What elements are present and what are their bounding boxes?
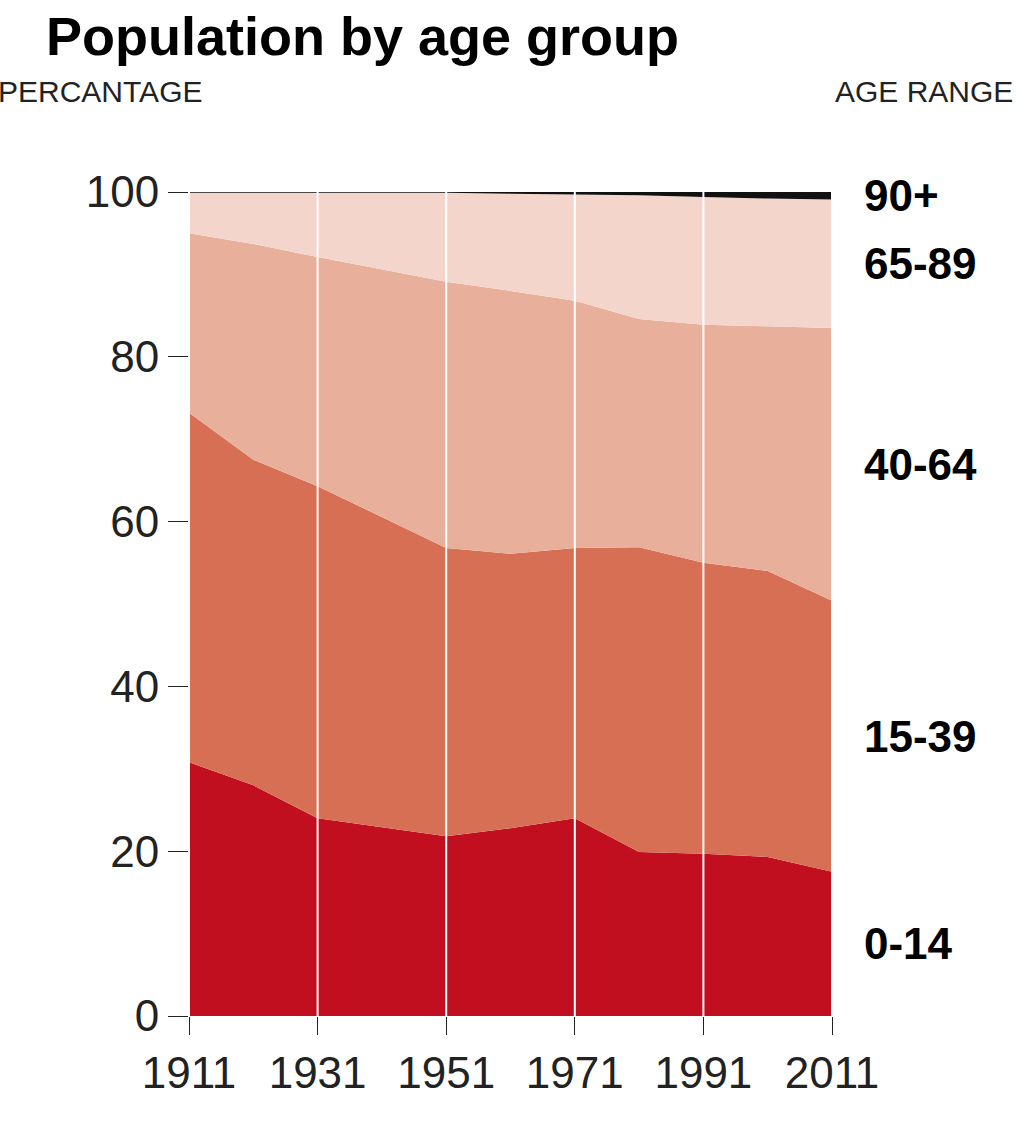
- svg-text:90+: 90+: [864, 171, 939, 220]
- svg-text:0: 0: [135, 991, 159, 1040]
- svg-text:80: 80: [110, 332, 159, 381]
- svg-text:40-64: 40-64: [864, 440, 977, 489]
- svg-text:1971: 1971: [526, 1048, 624, 1097]
- svg-text:1951: 1951: [397, 1048, 495, 1097]
- svg-text:15-39: 15-39: [864, 712, 977, 761]
- svg-text:1991: 1991: [654, 1048, 752, 1097]
- svg-text:1931: 1931: [269, 1048, 367, 1097]
- svg-text:2011: 2011: [785, 1048, 880, 1097]
- svg-text:AGE RANGE: AGE RANGE: [835, 75, 1013, 108]
- svg-text:100: 100: [86, 167, 159, 216]
- svg-text:PERCANTAGE: PERCANTAGE: [0, 75, 202, 108]
- svg-text:65-89: 65-89: [864, 239, 977, 288]
- svg-text:20: 20: [110, 827, 159, 876]
- svg-text:Population by age group: Population by age group: [46, 6, 679, 66]
- svg-text:1911: 1911: [142, 1048, 237, 1097]
- svg-text:60: 60: [110, 497, 159, 546]
- svg-text:40: 40: [110, 662, 159, 711]
- svg-text:0-14: 0-14: [864, 919, 953, 968]
